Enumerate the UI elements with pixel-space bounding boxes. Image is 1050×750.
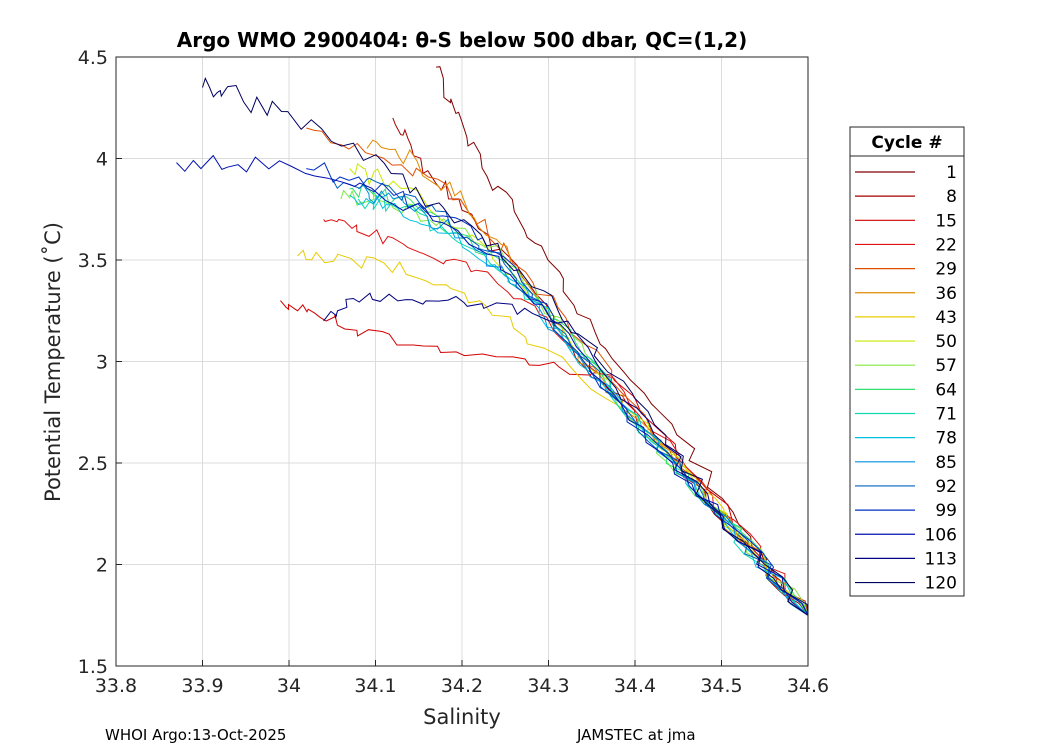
legend-label-29: 29 [935, 260, 957, 280]
x-tick-label: 34.3 [527, 675, 569, 697]
series-lines [176, 66, 808, 616]
legend-label-1: 1 [946, 163, 957, 183]
legend-label-36: 36 [935, 284, 957, 304]
legend-label-92: 92 [935, 477, 957, 497]
legend-box [849, 126, 965, 597]
y-tick-label: 4 [96, 149, 108, 171]
y-tick-label: 2 [96, 555, 108, 577]
y-tick-label: 3.5 [78, 250, 108, 272]
x-axis-ticks: 33.8 33.9 34 34.1 34.2 34.3 34.4 34.5 34.6 [95, 660, 829, 697]
series-line-cycle-50 [349, 163, 808, 616]
chart-title: Argo WMO 2900404: θ-S below 500 dbar, QC… [177, 28, 747, 52]
legend-label-99: 99 [935, 501, 957, 521]
legend: Cycle # 1 8 15 22 29 36 43 50 57 64 71 78 85 92 99 106 1… [849, 126, 965, 597]
x-tick-label: 34.2 [441, 675, 483, 697]
legend-label-78: 78 [935, 429, 957, 449]
legend-label-106: 106 [925, 525, 957, 545]
y-tick-label: 1.5 [78, 656, 108, 678]
series-line-cycle-1 [436, 66, 808, 616]
x-axis-label: Salinity [423, 705, 501, 729]
legend-label-43: 43 [935, 308, 957, 328]
series-line-cycle-99 [306, 162, 808, 616]
series-line-cycle-113 [323, 292, 808, 616]
y-tick-label: 3 [96, 352, 108, 374]
legend-label-120: 120 [925, 574, 957, 594]
legend-title: Cycle # [871, 133, 942, 153]
legend-label-85: 85 [935, 453, 957, 473]
x-tick-label: 33.9 [181, 675, 223, 697]
y-axis-ticks: 1.5 2 2.5 3 3.5 4 4.5 [78, 47, 122, 678]
x-tick-label: 34.6 [787, 675, 829, 697]
y-axis-label: Potential Temperature (˚C) [41, 222, 65, 502]
series-line-cycle-22 [323, 218, 808, 616]
series-line-cycle-106 [176, 154, 808, 616]
series-line-cycle-64 [349, 185, 808, 616]
legend-label-71: 71 [935, 405, 957, 425]
legend-label-8: 8 [946, 187, 957, 207]
legend-label-64: 64 [935, 380, 957, 400]
x-tick-label: 34 [277, 675, 301, 697]
legend-label-22: 22 [935, 235, 957, 255]
x-tick-label: 34.1 [354, 675, 396, 697]
series-line-cycle-78 [349, 194, 808, 616]
legend-label-57: 57 [935, 356, 957, 376]
y-tick-label: 4.5 [78, 47, 108, 69]
series-line-cycle-85 [357, 184, 808, 616]
series-line-cycle-71 [357, 195, 808, 616]
series-line-cycle-57 [340, 189, 808, 616]
x-tick-label: 33.8 [95, 675, 137, 697]
legend-label-113: 113 [925, 549, 957, 569]
legend-label-50: 50 [935, 332, 957, 352]
legend-label-15: 15 [935, 211, 957, 231]
series-line-cycle-120 [202, 77, 808, 616]
footer-credit: JAMSTEC at jma [577, 726, 696, 744]
footer-source: WHOI Argo:13-Oct-2025 [105, 726, 287, 744]
x-tick-label: 34.5 [700, 675, 742, 697]
x-tick-label: 34.4 [614, 675, 656, 697]
series-line-cycle-43 [297, 249, 808, 616]
y-tick-label: 2.5 [78, 453, 108, 475]
grid-lines [115, 56, 809, 667]
